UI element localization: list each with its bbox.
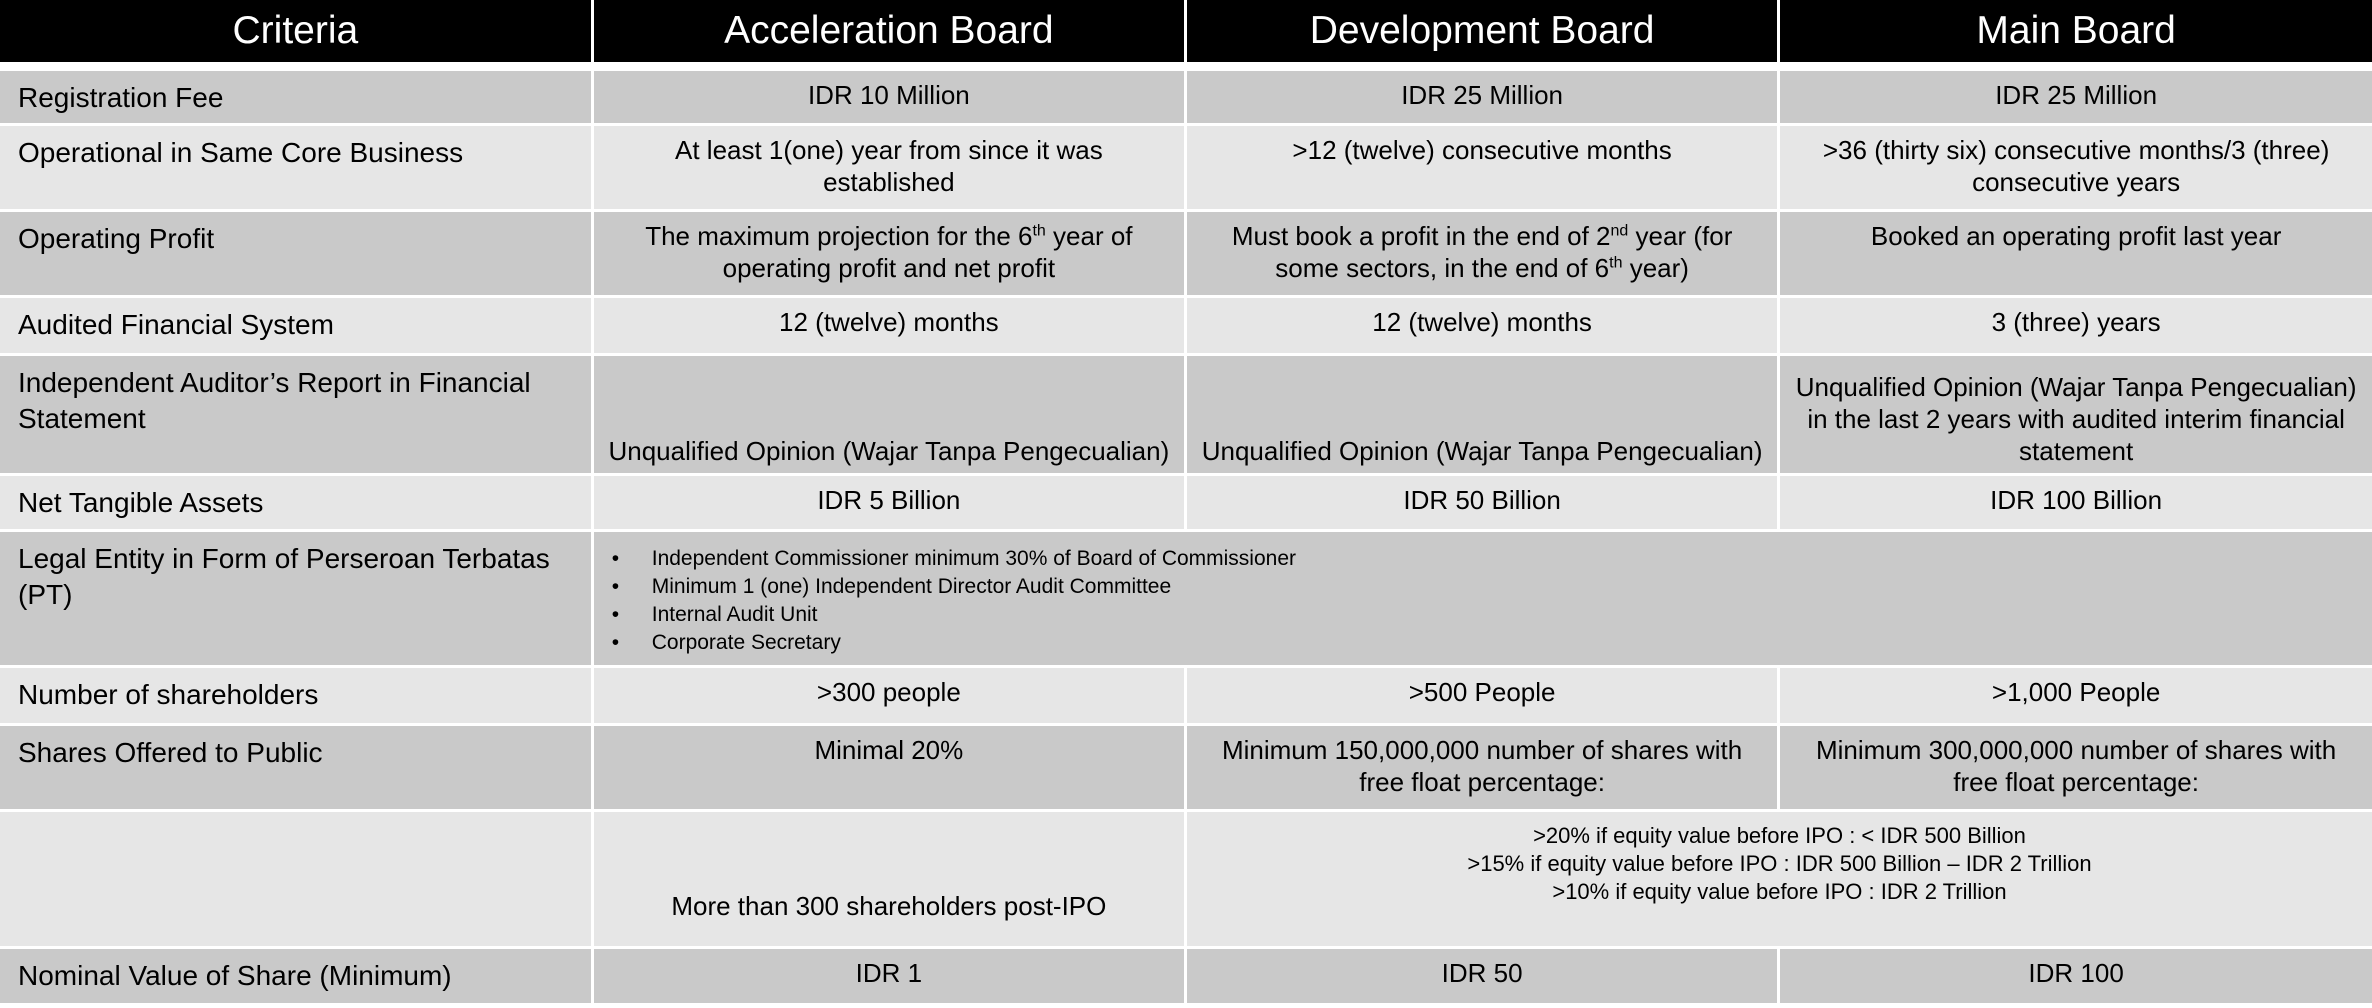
row-number-of-shareholders: Number of shareholders >300 people >500 …: [0, 666, 2372, 726]
row-registration-fee: Registration Fee IDR 10 Million IDR 25 M…: [0, 66, 2372, 126]
development-cell: Minimum 150,000,000 number of shares wit…: [1185, 724, 1781, 812]
text-part: year): [1622, 252, 1689, 283]
criteria-cell: [0, 810, 594, 949]
row-operating-profit: Operating Profit The maximum projection …: [0, 210, 2372, 298]
requirements-list: • Independent Commissioner minimum 30% of…: [608, 545, 2358, 657]
main-cell: IDR 25 Million: [1778, 66, 2372, 126]
free-float-cell: >20% if equity value before IPO : < IDR …: [1185, 810, 2372, 949]
criteria-cell: Registration Fee: [0, 66, 594, 126]
acceleration-cell: More than 300 shareholders post-IPO: [592, 810, 1187, 949]
text-part: year of operating profit and net profit: [722, 220, 1133, 283]
acceleration-cell: IDR 1: [592, 947, 1187, 1006]
acceleration-cell: Unqualified Opinion (Wajar Tanpa Pengecu…: [592, 354, 1187, 476]
list-item-text: Minimum 1 (one) Independent Director Aud…: [651, 574, 1172, 598]
acceleration-cell: IDR 10 Million: [592, 66, 1187, 126]
list-item: • Minimum 1 (one) Independent Director Au…: [612, 573, 2358, 601]
development-cell: >12 (twelve) consecutive months: [1185, 124, 1781, 212]
main-cell: IDR 100 Billion: [1778, 474, 2372, 532]
bullet-icon: •: [611, 574, 620, 598]
row-legal-entity: Legal Entity in Form of Perseroan Terbat…: [0, 530, 2372, 668]
row-free-float: More than 300 shareholders post-IPO >20%…: [0, 810, 2372, 949]
criteria-cell: Number of shareholders: [0, 666, 594, 726]
header-row: Criteria Acceleration Board Development …: [0, 0, 2372, 66]
row-auditor-report: Independent Auditor’s Report in Financia…: [0, 354, 2372, 476]
criteria-cell: Operating Profit: [0, 210, 594, 298]
header-development-board: Development Board: [1185, 0, 1781, 66]
list-item: • Independent Commissioner minimum 30% of…: [612, 545, 2358, 573]
text-part: year (for some sectors, in the end of 6: [1275, 220, 1733, 283]
development-cell: IDR 50: [1185, 947, 1781, 1006]
text-part: The maximum projection for the 6: [645, 220, 1033, 251]
development-cell: 12 (twelve) months: [1185, 296, 1781, 356]
main-cell: Minimum 300,000,000 number of shares wit…: [1778, 724, 2372, 812]
criteria-cell: Net Tangible Assets: [0, 474, 594, 532]
development-cell: IDR 50 Billion: [1185, 474, 1781, 532]
main-cell: >1,000 People: [1778, 666, 2372, 726]
list-item: • Corporate Secretary: [612, 629, 2358, 657]
list-item-text: Corporate Secretary: [651, 630, 841, 654]
main-cell: Unqualified Opinion (Wajar Tanpa Pengecu…: [1778, 354, 2372, 476]
development-cell: IDR 25 Million: [1185, 66, 1781, 126]
row-net-tangible-assets: Net Tangible Assets IDR 5 Billion IDR 50…: [0, 474, 2372, 532]
development-cell: Must book a profit in the end of 2nd yea…: [1185, 210, 1781, 298]
criteria-cell: Legal Entity in Form of Perseroan Terbat…: [0, 530, 594, 668]
row-shares-offered: Shares Offered to Public Minimal 20% Min…: [0, 724, 2372, 812]
text-part: Must book a profit in the end of 2: [1231, 220, 1611, 251]
free-float-line: >15% if equity value before IPO : IDR 50…: [1467, 850, 2092, 876]
bullet-icon: •: [611, 546, 620, 570]
criteria-cell: Operational in Same Core Business: [0, 124, 594, 212]
header-main-board: Main Board: [1778, 0, 2372, 66]
development-cell: >500 People: [1185, 666, 1781, 726]
row-audited-financial-system: Audited Financial System 12 (twelve) mon…: [0, 296, 2372, 356]
list-item-text: Internal Audit Unit: [651, 602, 818, 626]
acceleration-cell: Minimal 20%: [592, 724, 1187, 812]
superscript: th: [1609, 253, 1623, 271]
main-cell: >36 (thirty six) consecutive months/3 (t…: [1778, 124, 2372, 212]
header-acceleration-board: Acceleration Board: [592, 0, 1187, 66]
bullet-icon: •: [611, 630, 620, 654]
main-cell: IDR 100: [1778, 947, 2372, 1006]
row-nominal-value: Nominal Value of Share (Minimum) IDR 1 I…: [0, 947, 2372, 1006]
criteria-cell: Nominal Value of Share (Minimum): [0, 947, 594, 1006]
list-item: • Internal Audit Unit: [612, 601, 2358, 629]
superscript: nd: [1610, 221, 1629, 239]
criteria-cell: Shares Offered to Public: [0, 724, 594, 812]
main-cell: Booked an operating profit last year: [1778, 210, 2372, 298]
criteria-cell: Independent Auditor’s Report in Financia…: [0, 354, 594, 476]
free-float-line: >10% if equity value before IPO : IDR 2 …: [1552, 878, 2007, 904]
main-cell: 3 (three) years: [1778, 296, 2372, 356]
criteria-cell: Audited Financial System: [0, 296, 594, 356]
free-float-line: >20% if equity value before IPO : < IDR …: [1533, 822, 2026, 848]
acceleration-cell: >300 people: [592, 666, 1187, 726]
development-cell: Unqualified Opinion (Wajar Tanpa Pengecu…: [1185, 354, 1781, 476]
acceleration-cell: The maximum projection for the 6th year …: [592, 210, 1187, 298]
legal-entity-requirements: • Independent Commissioner minimum 30% of…: [592, 530, 2372, 668]
superscript: th: [1032, 221, 1046, 239]
acceleration-cell: At least 1(one) year from since it was e…: [592, 124, 1187, 212]
acceleration-cell: IDR 5 Billion: [592, 474, 1187, 532]
acceleration-cell: 12 (twelve) months: [592, 296, 1187, 356]
bullet-icon: •: [611, 602, 620, 626]
row-operational: Operational in Same Core Business At lea…: [0, 124, 2372, 212]
list-item-text: Independent Commissioner minimum 30% of …: [651, 546, 1297, 570]
header-criteria: Criteria: [0, 0, 594, 66]
